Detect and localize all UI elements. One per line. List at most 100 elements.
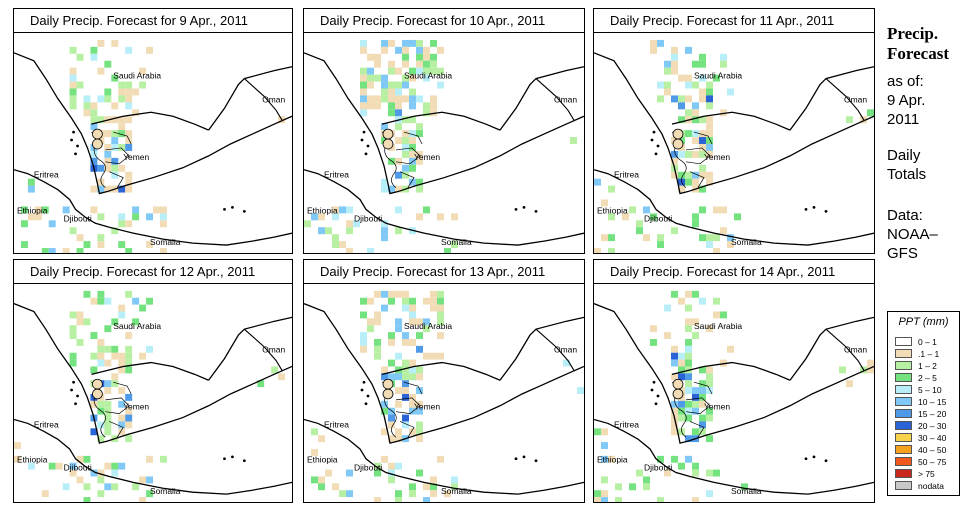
precip-cell: [111, 483, 119, 491]
precip-cell: [97, 95, 105, 103]
precip-cell: [706, 88, 713, 96]
precip-cell: [125, 421, 133, 429]
island-marker: [362, 130, 366, 134]
precip-cell: [360, 332, 367, 339]
precip-cell: [430, 297, 437, 305]
precip-cell: [111, 227, 119, 235]
precip-cell: [678, 297, 685, 305]
precip-cell: [111, 462, 119, 470]
precip-cell: [111, 102, 119, 110]
precip-cell: [699, 387, 706, 394]
precip-cell: [367, 318, 374, 326]
precip-cell: [339, 490, 346, 498]
precip-cell: [601, 442, 608, 449]
precip-cell: [146, 345, 153, 353]
precip-cell: [430, 67, 437, 75]
precip-cell: [388, 338, 395, 346]
precip-cell: [437, 213, 444, 221]
precip-cell: [437, 290, 444, 298]
precip-cell: [69, 46, 77, 54]
precip-cell: [374, 311, 381, 319]
precip-cell: [125, 143, 133, 151]
precip-cell: [423, 325, 430, 333]
precip-cell: [69, 102, 77, 110]
boundary-line: [671, 131, 713, 188]
country-boundaries: [594, 52, 874, 246]
legend-label: 10 – 15: [918, 396, 947, 407]
precip-cell: [318, 476, 325, 484]
precip-cell: [111, 39, 119, 47]
precip-cell: [381, 407, 388, 415]
precip-cell: [97, 421, 105, 429]
precip-cell: [685, 171, 692, 179]
country-label: Eritrea: [324, 170, 349, 180]
precip-cell: [76, 248, 84, 253]
precip-cell: [671, 407, 678, 415]
precip-cell: [409, 393, 416, 401]
precip-map: Saudi Arabia Oman Yemen Eritrea Ethiopia Djib…: [304, 33, 584, 253]
precip-cell: [360, 46, 367, 54]
precip-cell: [692, 387, 699, 394]
legend-label: 50 – 75: [918, 456, 947, 467]
legend-label: 40 – 50: [918, 444, 947, 455]
country-label: Oman: [554, 345, 577, 355]
precip-cell: [388, 476, 395, 484]
city-marker: [92, 138, 103, 150]
precip-cell: [360, 39, 367, 47]
precip-cell: [360, 81, 367, 89]
precip-cell: [48, 220, 56, 228]
legend-item: 50 – 75: [895, 456, 946, 467]
country-label: Saudi Arabia: [694, 321, 742, 331]
precip-cell: [360, 345, 367, 353]
precip-cell: [577, 387, 584, 394]
precip-cell: [97, 67, 105, 75]
precip-cell: [395, 67, 402, 75]
country-label: Saudi Arabia: [694, 71, 742, 81]
city-marker: [672, 128, 684, 140]
precip-cell: [608, 185, 615, 193]
boundary-line: [243, 78, 283, 121]
legend-label: nodata: [918, 480, 944, 491]
precip-cell: [381, 74, 388, 82]
precip-cell: [409, 178, 416, 186]
precip-cell: [395, 185, 402, 193]
precip-cell: [409, 157, 416, 165]
precip-cell: [430, 352, 437, 360]
country-label: Djibouti: [64, 463, 92, 473]
legend-label: > 75: [918, 468, 935, 479]
precip-cell: [685, 304, 692, 312]
precip-cell: [713, 74, 720, 82]
precip-cell: [41, 206, 49, 214]
precip-cell: [325, 469, 332, 477]
precip-cell: [395, 400, 402, 408]
legend-item: 15 – 20: [895, 408, 946, 419]
precip-cell: [76, 338, 84, 346]
precip-cell: [409, 373, 416, 381]
precip-cell: [388, 435, 395, 443]
precip-cell: [713, 469, 720, 477]
precip-cell: [90, 297, 98, 305]
precip-cell: [706, 373, 713, 381]
precip-cell: [692, 137, 699, 144]
legend-swatch: [895, 373, 912, 382]
precip-cell: [111, 373, 119, 381]
precip-cell: [381, 290, 388, 298]
precip-cell: [104, 428, 112, 436]
precip-cell: [311, 448, 318, 456]
boundary-line: [91, 131, 132, 188]
precip-cell: [125, 407, 133, 415]
precip-cell: [402, 304, 409, 312]
precip-cell: [374, 352, 381, 360]
legend-swatch: [895, 409, 912, 418]
precip-cell: [125, 414, 133, 422]
country-label: Somalia: [731, 237, 762, 247]
precip-cell: [692, 171, 699, 179]
precip-cell: [125, 102, 133, 110]
precip-cell: [650, 325, 657, 333]
country-label: Yemen: [123, 402, 149, 412]
precip-cell: [416, 185, 423, 193]
legend-swatch: [895, 397, 912, 406]
precip-cell: [409, 428, 416, 436]
precip-cell: [104, 359, 112, 367]
precip-cell: [83, 102, 91, 110]
